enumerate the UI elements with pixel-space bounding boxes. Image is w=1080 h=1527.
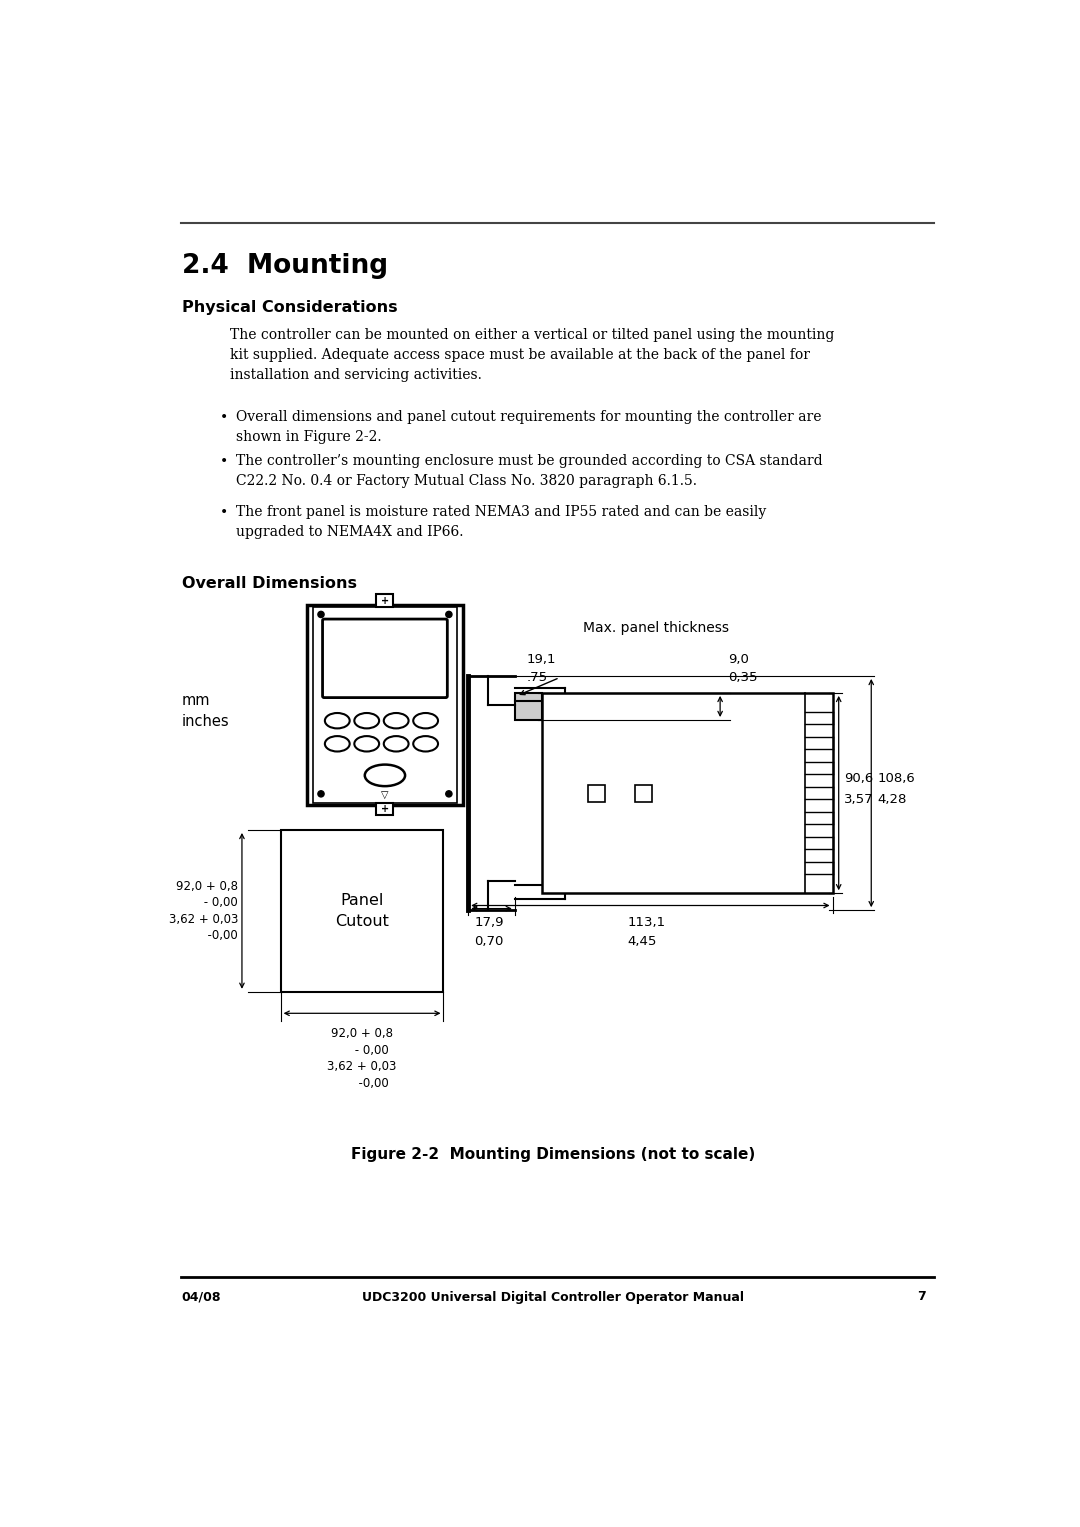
Ellipse shape bbox=[325, 713, 350, 728]
Text: 0,70: 0,70 bbox=[474, 935, 504, 948]
Circle shape bbox=[446, 791, 451, 797]
Text: 04/08: 04/08 bbox=[181, 1290, 221, 1304]
Bar bbox=[542, 693, 833, 893]
Ellipse shape bbox=[414, 736, 438, 751]
Text: 7: 7 bbox=[917, 1290, 926, 1304]
Text: •: • bbox=[220, 505, 229, 519]
Text: The front panel is moisture rated NEMA3 and IP55 rated and can be easily
upgrade: The front panel is moisture rated NEMA3 … bbox=[235, 505, 766, 539]
Text: 92,0 + 0,8
     - 0,00
3,62 + 0,03
      -0,00: 92,0 + 0,8 - 0,00 3,62 + 0,03 -0,00 bbox=[327, 1028, 396, 1090]
Text: +: + bbox=[381, 805, 389, 814]
Bar bbox=[589, 785, 606, 802]
Text: The controller’s mounting enclosure must be grounded according to CSA standard
C: The controller’s mounting enclosure must… bbox=[235, 454, 822, 489]
Text: 19,1: 19,1 bbox=[526, 654, 556, 666]
Text: Overall Dimensions: Overall Dimensions bbox=[181, 576, 356, 591]
Bar bbox=[635, 785, 652, 802]
Bar bbox=[377, 594, 393, 606]
Text: .75: .75 bbox=[526, 672, 548, 684]
Bar bbox=[377, 803, 393, 815]
Text: 113,1: 113,1 bbox=[627, 916, 665, 930]
Text: mm
inches: mm inches bbox=[181, 693, 229, 728]
Ellipse shape bbox=[383, 713, 408, 728]
Bar bbox=[515, 693, 542, 719]
Text: 3,57: 3,57 bbox=[845, 793, 874, 806]
Text: 92,0 + 0,8
     - 0,00
3,62 + 0,03
      -0,00: 92,0 + 0,8 - 0,00 3,62 + 0,03 -0,00 bbox=[168, 880, 238, 942]
Text: •: • bbox=[220, 454, 229, 469]
Circle shape bbox=[318, 791, 324, 797]
Text: Overall dimensions and panel cutout requirements for mounting the controller are: Overall dimensions and panel cutout requ… bbox=[235, 411, 821, 444]
Ellipse shape bbox=[325, 736, 350, 751]
Text: Panel
Cutout: Panel Cutout bbox=[335, 893, 389, 928]
Circle shape bbox=[446, 611, 451, 617]
Bar bbox=[307, 605, 463, 805]
Bar bbox=[281, 831, 444, 991]
Ellipse shape bbox=[383, 736, 408, 751]
FancyBboxPatch shape bbox=[323, 618, 447, 698]
Text: ▽: ▽ bbox=[381, 791, 389, 800]
Text: 108,6: 108,6 bbox=[877, 773, 915, 785]
Text: 4,28: 4,28 bbox=[877, 793, 907, 806]
Ellipse shape bbox=[414, 713, 438, 728]
Ellipse shape bbox=[354, 736, 379, 751]
Text: 2.4  Mounting: 2.4 Mounting bbox=[181, 252, 388, 278]
Text: Max. panel thickness: Max. panel thickness bbox=[583, 620, 729, 635]
Bar bbox=[313, 606, 457, 803]
Circle shape bbox=[318, 611, 324, 617]
Text: UDC3200 Universal Digital Controller Operator Manual: UDC3200 Universal Digital Controller Ope… bbox=[363, 1290, 744, 1304]
Ellipse shape bbox=[354, 713, 379, 728]
Text: 4,45: 4,45 bbox=[627, 935, 657, 948]
Text: Figure 2-2  Mounting Dimensions (not to scale): Figure 2-2 Mounting Dimensions (not to s… bbox=[351, 1147, 756, 1162]
Text: 9,0: 9,0 bbox=[728, 654, 748, 666]
Text: +: + bbox=[381, 596, 389, 606]
Text: 17,9: 17,9 bbox=[474, 916, 504, 930]
Text: Physical Considerations: Physical Considerations bbox=[181, 301, 397, 315]
Ellipse shape bbox=[365, 765, 405, 786]
Text: •: • bbox=[220, 411, 229, 425]
Text: 90,6: 90,6 bbox=[845, 773, 874, 785]
Text: 0,35: 0,35 bbox=[728, 672, 757, 684]
Text: The controller can be mounted on either a vertical or tilted panel using the mou: The controller can be mounted on either … bbox=[230, 328, 834, 382]
